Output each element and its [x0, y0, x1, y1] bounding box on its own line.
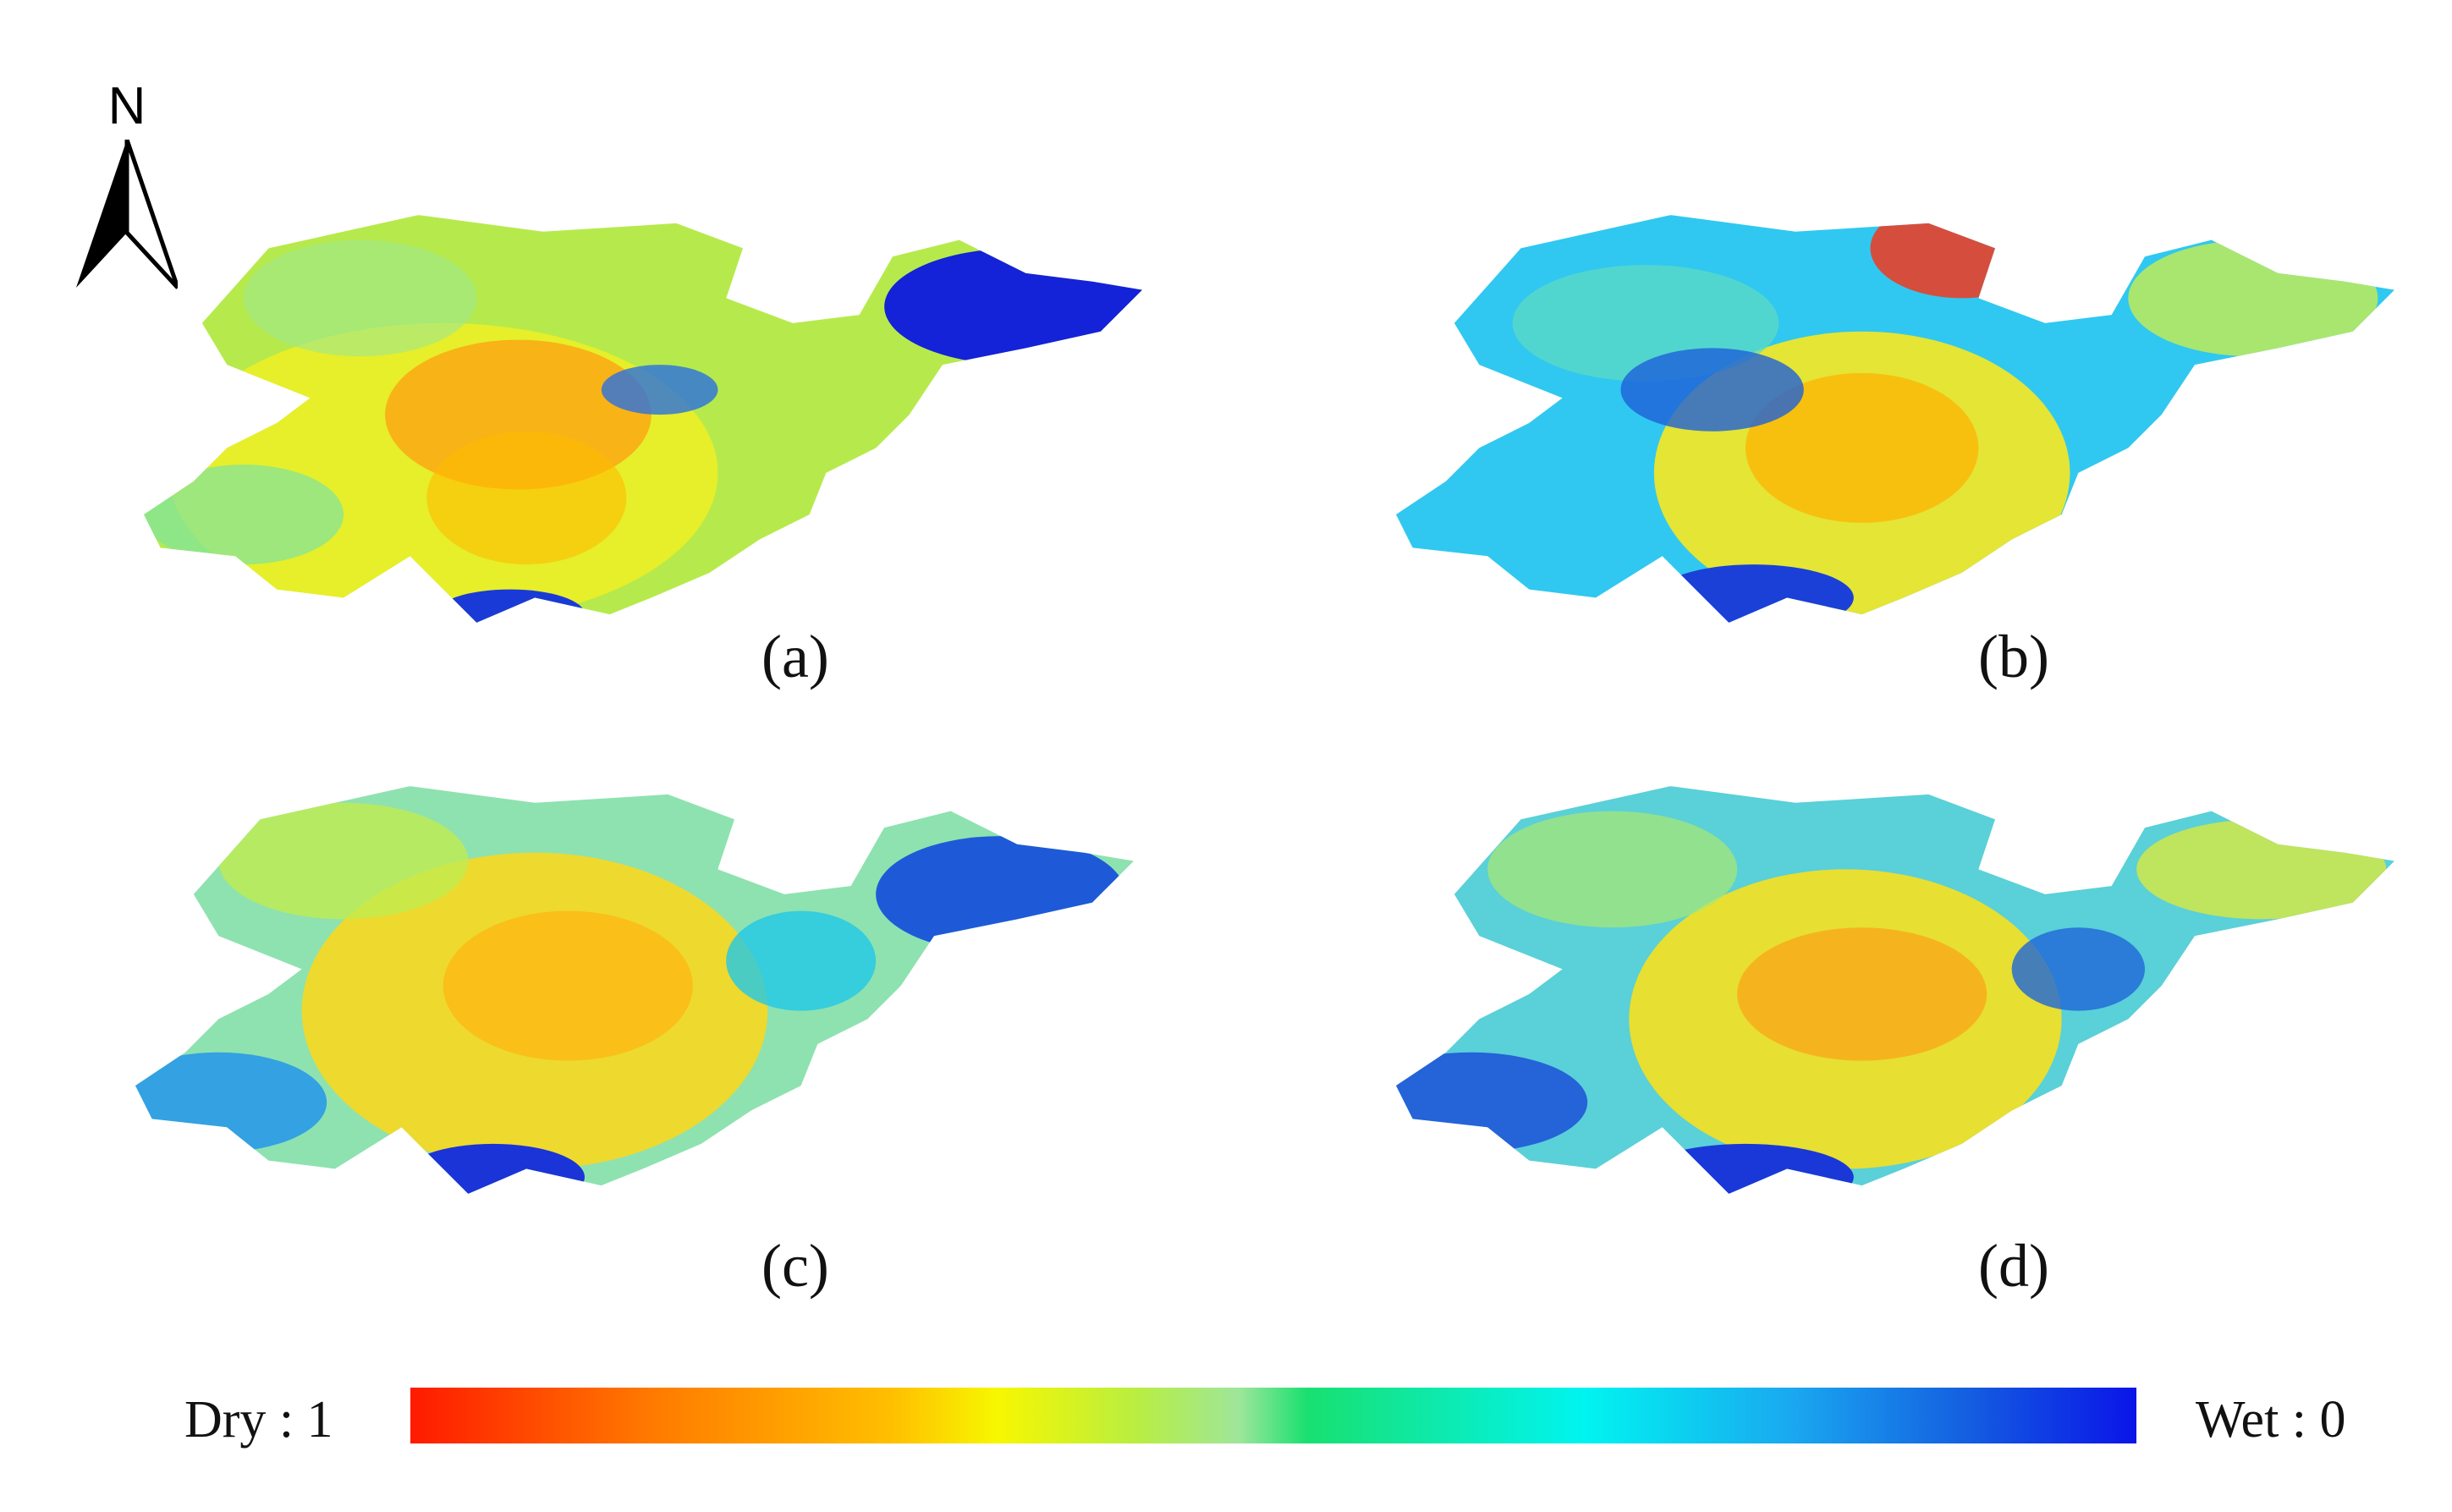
north-arrow: N: [76, 80, 178, 300]
dryness-map-d: [1396, 786, 2394, 1194]
map-panel-a: [144, 195, 1142, 643]
dryness-map-c: [135, 786, 1134, 1194]
panel-label-c: (c): [761, 1232, 829, 1300]
north-arrow-icon: [76, 140, 178, 289]
dryness-map-a: [144, 215, 1142, 623]
legend-dry-label: Dry : 1: [184, 1391, 333, 1449]
panel-label-b: (b): [1978, 623, 2049, 690]
map-panel-c: [135, 766, 1134, 1214]
panel-label-a: (a): [761, 623, 829, 690]
map-panel-b: [1396, 195, 2394, 643]
north-letter: N: [107, 77, 146, 135]
dryness-map-b: [1396, 215, 2394, 623]
panel-label-d: (d): [1978, 1232, 2049, 1300]
map-panel-d: [1396, 766, 2394, 1214]
legend-wet-label: Wet : 0: [2196, 1391, 2346, 1449]
legend-colorbar: [410, 1388, 2136, 1443]
